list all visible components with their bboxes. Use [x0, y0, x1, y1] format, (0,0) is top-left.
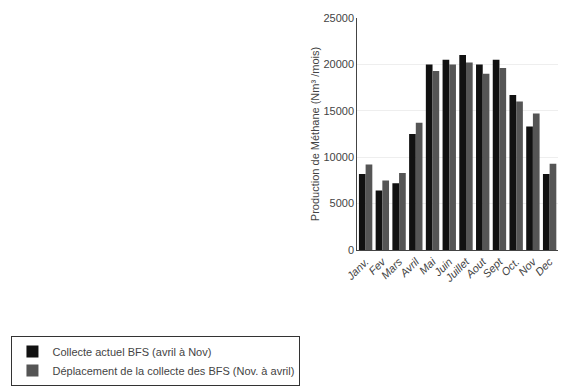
- svg-text:Mars: Mars: [379, 255, 405, 281]
- svg-text:Sept: Sept: [480, 255, 505, 280]
- svg-text:5000: 5000: [330, 197, 354, 209]
- svg-text:Oct.: Oct.: [499, 256, 522, 279]
- svg-text:Janv.: Janv.: [344, 256, 371, 283]
- svg-text:Aout: Aout: [463, 255, 489, 281]
- svg-text:Déplacement de la collecte des: Déplacement de la collecte des BFS (Nov.…: [52, 365, 294, 377]
- svg-text:Juillet: Juillet: [442, 255, 472, 285]
- svg-text:Production de Méthane (Nm³ /mo: Production de Méthane (Nm³ /mois): [309, 47, 321, 221]
- svg-text:0: 0: [348, 244, 354, 256]
- svg-text:Mai: Mai: [417, 255, 438, 276]
- svg-text:Dec: Dec: [533, 255, 556, 278]
- svg-text:Collecte actuel BFS (avril à N: Collecte actuel BFS (avril à Nov): [52, 346, 211, 358]
- svg-text:10000: 10000: [323, 151, 354, 163]
- svg-text:Juin: Juin: [431, 256, 454, 279]
- svg-text:15000: 15000: [323, 105, 354, 117]
- svg-text:20000: 20000: [323, 58, 354, 70]
- svg-text:Avril: Avril: [397, 255, 422, 280]
- svg-text:Fev: Fev: [366, 254, 389, 277]
- svg-text:25000: 25000: [323, 12, 354, 24]
- svg-text:Nov: Nov: [516, 254, 539, 277]
